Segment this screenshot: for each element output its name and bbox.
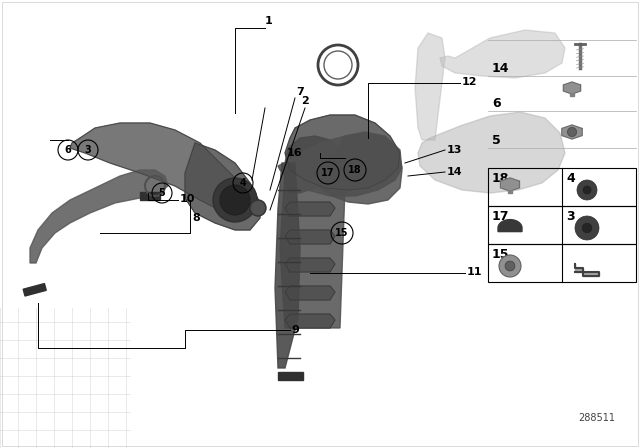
Text: 4: 4	[566, 172, 575, 185]
Text: 15: 15	[335, 228, 349, 238]
Text: 17: 17	[492, 210, 509, 223]
Polygon shape	[285, 136, 342, 193]
Polygon shape	[285, 202, 335, 216]
Polygon shape	[30, 170, 168, 263]
Polygon shape	[418, 112, 565, 193]
Circle shape	[575, 216, 599, 240]
Text: 1: 1	[265, 16, 273, 26]
Polygon shape	[415, 33, 445, 140]
Text: 15: 15	[492, 248, 509, 261]
Text: 18: 18	[492, 172, 509, 185]
Bar	[488, 206, 636, 244]
Text: 5: 5	[159, 188, 165, 198]
Circle shape	[505, 261, 515, 271]
Polygon shape	[70, 123, 245, 213]
Polygon shape	[285, 230, 335, 244]
Polygon shape	[498, 220, 522, 232]
Text: 3: 3	[566, 210, 575, 223]
Text: 14: 14	[447, 167, 463, 177]
Text: 10: 10	[180, 194, 195, 204]
Text: 8: 8	[192, 213, 200, 223]
Text: 16: 16	[286, 148, 302, 158]
Polygon shape	[285, 115, 400, 190]
Polygon shape	[185, 143, 260, 230]
Text: 13: 13	[447, 145, 462, 155]
Text: 7: 7	[296, 87, 304, 97]
Text: 11: 11	[467, 267, 483, 277]
Circle shape	[499, 255, 521, 277]
Circle shape	[577, 180, 597, 200]
Text: 12: 12	[462, 77, 477, 87]
Circle shape	[568, 127, 577, 137]
Polygon shape	[562, 125, 582, 139]
Circle shape	[582, 223, 592, 233]
Text: 4: 4	[239, 178, 246, 188]
Polygon shape	[570, 93, 574, 96]
Text: 288511: 288511	[578, 413, 615, 423]
Bar	[488, 168, 636, 206]
Text: 3: 3	[84, 145, 92, 155]
Polygon shape	[285, 258, 335, 272]
Circle shape	[250, 200, 266, 216]
Polygon shape	[575, 263, 599, 276]
Polygon shape	[285, 286, 335, 300]
Polygon shape	[508, 190, 512, 193]
Text: 6: 6	[65, 145, 72, 155]
Polygon shape	[278, 133, 402, 196]
Bar	[23, 284, 46, 296]
Polygon shape	[318, 132, 402, 204]
Polygon shape	[440, 30, 565, 78]
Polygon shape	[563, 82, 580, 94]
Text: 9: 9	[291, 325, 299, 335]
Text: 18: 18	[348, 165, 362, 175]
Bar	[140, 192, 160, 200]
Circle shape	[213, 178, 257, 222]
Polygon shape	[280, 173, 345, 328]
Text: 5: 5	[492, 134, 500, 147]
Text: 2: 2	[301, 96, 309, 106]
Circle shape	[583, 186, 591, 194]
Circle shape	[220, 185, 250, 215]
Polygon shape	[285, 314, 335, 328]
Bar	[278, 372, 303, 380]
Text: 6: 6	[492, 97, 500, 110]
Bar	[488, 244, 636, 282]
Polygon shape	[275, 163, 300, 368]
Polygon shape	[500, 178, 520, 191]
Text: 17: 17	[321, 168, 335, 178]
Text: 14: 14	[492, 62, 509, 75]
